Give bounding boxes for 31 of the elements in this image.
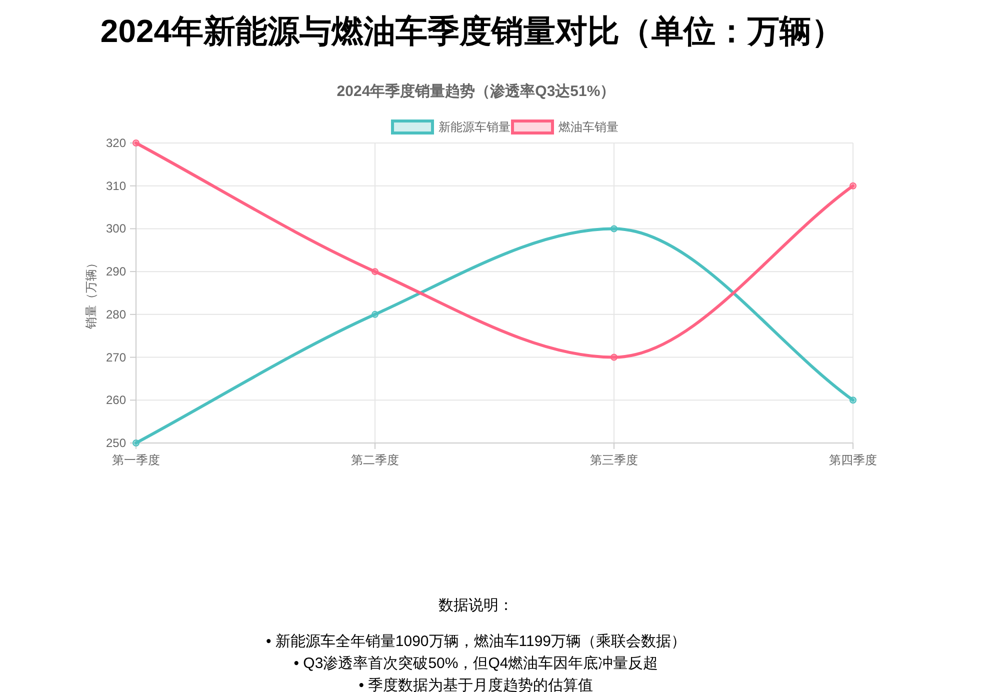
text: • Q3渗透率首次突破50%，但Q4燃油车因年底冲量反超: [294, 655, 658, 672]
y-tick-label: 270: [106, 350, 126, 364]
y-tick-label: 320: [106, 136, 126, 150]
point: [610, 354, 618, 361]
y-tick-label: 310: [106, 178, 126, 193]
chart-title: 2024年新能源与燃油车季度销量对比（单位：万辆）: [100, 13, 844, 49]
y-tick-label: 290: [106, 264, 126, 279]
point: [372, 268, 378, 276]
point: [372, 310, 378, 318]
text: • 季度数据为基于月度趋势的估算值: [358, 677, 594, 692]
x-tick-label: 第一季度: [112, 453, 160, 467]
y-axis-title: 销量（万辆）: [84, 257, 98, 330]
point: [132, 140, 140, 146]
x-tick-label: 第二季度: [351, 453, 399, 467]
text: 数据说明：: [438, 597, 514, 614]
point: [850, 396, 856, 404]
text: • 新能源车全年销量1090万辆，燃油车1199万辆（乘联会数据）: [266, 633, 686, 650]
line-series: [132, 225, 856, 446]
chart-subtitle: 2024年季度销量趋势（渗透率Q3达51%）: [336, 82, 616, 100]
point: [850, 182, 856, 190]
y-tick-label: 300: [106, 222, 126, 236]
x-tick-label: 第三季度: [590, 453, 638, 467]
line-series: [132, 140, 856, 361]
legend-label: 燃油车销量: [558, 120, 618, 134]
x-tick-label: 第四季度: [829, 453, 877, 467]
y-tick-label: 260: [106, 393, 126, 408]
y-tick-label: 280: [106, 307, 126, 322]
y-tick-label: 250: [106, 436, 126, 450]
legend-label: 新能源车销量: [438, 120, 510, 134]
point: [610, 225, 618, 232]
point: [132, 440, 140, 446]
